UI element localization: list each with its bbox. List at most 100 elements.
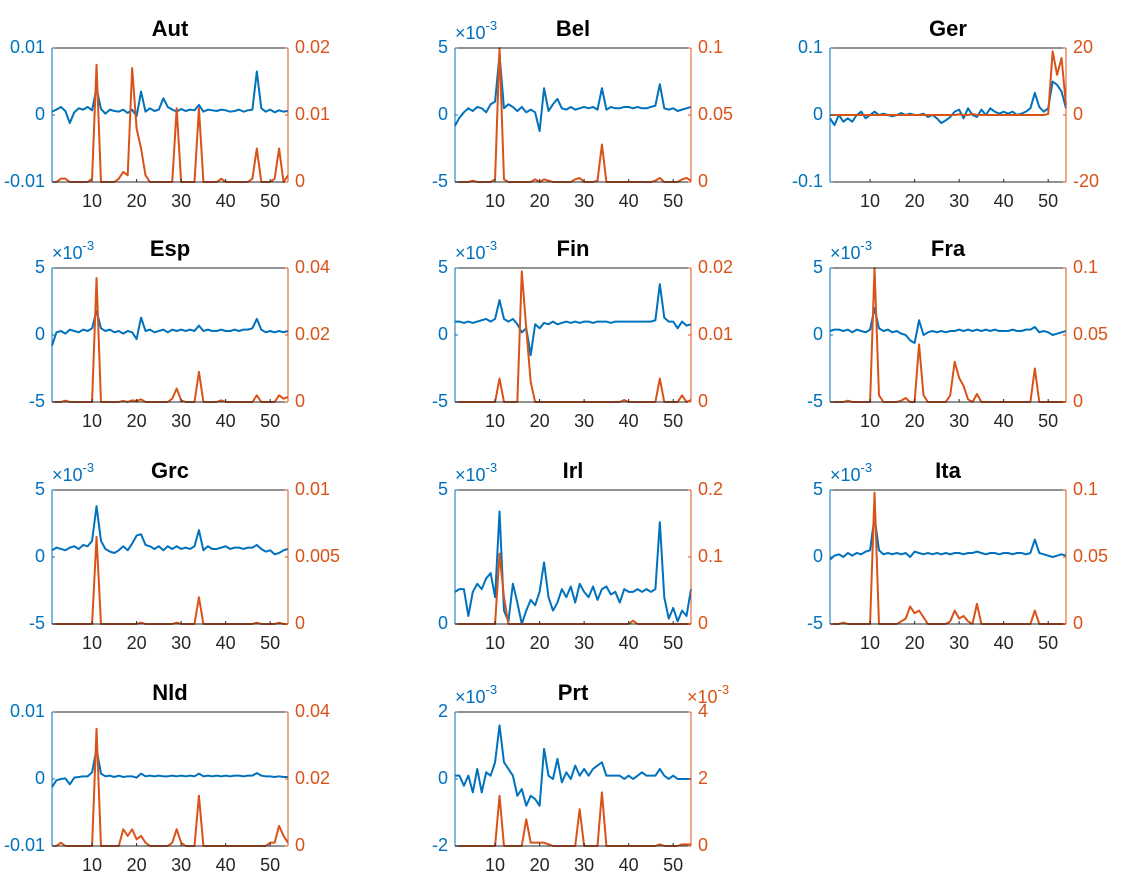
y-tick-label: 5 — [813, 479, 823, 499]
axis-multiplier: ×10-3 — [455, 460, 497, 484]
y-tick-label: -5 — [432, 171, 448, 191]
y-tick-label: 0 — [438, 613, 448, 633]
series-line — [51, 309, 289, 347]
y-tick-label: 5 — [35, 479, 45, 499]
series-line — [829, 307, 1067, 345]
multiplier-exponent: -3 — [83, 238, 95, 253]
x-tick-label: 10 — [485, 191, 505, 211]
y-tick-label: -5 — [29, 391, 45, 411]
x-tick-label: 10 — [82, 633, 102, 653]
x-tick-label: 40 — [216, 411, 236, 431]
y-tick-label: 0.01 — [10, 701, 45, 721]
y-tick-label: 0.01 — [10, 37, 45, 57]
series-line — [52, 277, 289, 403]
y-tick-label: 5 — [438, 479, 448, 499]
y-tick-label: -2 — [432, 835, 448, 855]
x-tick-label: 50 — [663, 411, 683, 431]
y2-tick-label: 0.05 — [1073, 546, 1108, 566]
multiplier-base: ×10 — [830, 243, 861, 263]
y2-tick-label: 0.1 — [698, 546, 723, 566]
series-line — [454, 53, 692, 133]
subplot: 10 20 30 40 50 -0.01 0 0.01 0 0.01 0.02 Aut — [4, 16, 330, 211]
series-line — [51, 747, 288, 788]
multiplier-base: ×10 — [687, 687, 718, 707]
x-tick-label: 20 — [127, 633, 147, 653]
y2-tick-label: 0 — [295, 613, 305, 633]
x-tick-label: 10 — [485, 411, 505, 431]
y-tick-label: 0 — [35, 768, 45, 788]
y-tick-label: 0 — [813, 546, 823, 566]
y2-tick-label: 0 — [698, 835, 708, 855]
x-tick-label: 20 — [530, 191, 550, 211]
y2-tick-label: 0 — [1073, 104, 1083, 124]
y2-tick-label: 0.01 — [698, 324, 733, 344]
y2-tick-label: 2 — [698, 768, 708, 788]
y2-tick-label: 0.02 — [295, 324, 330, 344]
x-tick-label: 30 — [574, 191, 594, 211]
series-line — [52, 535, 288, 625]
x-tick-label: 50 — [1038, 411, 1058, 431]
y2-tick-label: 0 — [1073, 613, 1083, 633]
x-tick-label: 30 — [574, 411, 594, 431]
x-tick-label: 50 — [663, 855, 683, 875]
chart-title: Fin — [557, 236, 590, 261]
series-line — [52, 63, 289, 183]
y2-tick-label: 0.02 — [698, 257, 733, 277]
y2-tick-label: 0.01 — [295, 104, 330, 124]
axis-multiplier: ×10-3 — [52, 460, 94, 484]
series-line — [455, 791, 691, 847]
axis-multiplier: ×10-3 — [455, 238, 497, 262]
x-tick-label: 20 — [127, 855, 147, 875]
y-tick-label: 0 — [35, 104, 45, 124]
x-tick-label: 40 — [216, 191, 236, 211]
multiplier-exponent: -3 — [83, 460, 95, 475]
subplot: 10 20 30 40 50 -0.1 0 0.1 -20 0 20 Ger — [792, 16, 1099, 211]
y-tick-label: -0.01 — [4, 835, 45, 855]
x-tick-label: 20 — [905, 633, 925, 653]
y2-tick-label: 0.04 — [295, 257, 330, 277]
x-tick-label: 30 — [574, 855, 594, 875]
y2-tick-label: 0.005 — [295, 546, 340, 566]
y-tick-label: 5 — [438, 257, 448, 277]
x-tick-label: 10 — [485, 633, 505, 653]
x-tick-label: 30 — [949, 191, 969, 211]
series-line — [52, 727, 289, 847]
x-tick-label: 50 — [1038, 191, 1058, 211]
x-tick-label: 30 — [574, 633, 594, 653]
y-tick-label: 5 — [813, 257, 823, 277]
multiplier-exponent: -3 — [486, 682, 498, 697]
y2-tick-label: 0.05 — [1073, 324, 1108, 344]
y2-tick-label: 0 — [295, 391, 305, 411]
y2-tick-label: 0 — [295, 171, 305, 191]
series-line — [830, 267, 1066, 403]
axis-multiplier: ×10-3 — [455, 682, 497, 706]
y-tick-label: 0 — [813, 324, 823, 344]
series-line — [455, 270, 692, 403]
x-tick-label: 20 — [127, 191, 147, 211]
multiplier-base: ×10 — [52, 243, 83, 263]
x-tick-label: 20 — [530, 633, 550, 653]
y-tick-label: 0 — [35, 546, 45, 566]
series-line — [454, 510, 692, 625]
y-tick-label: -5 — [29, 613, 45, 633]
chart-title: Grc — [151, 458, 189, 483]
x-tick-label: 50 — [260, 855, 280, 875]
y2-tick-label: 0.2 — [698, 479, 723, 499]
x-tick-label: 20 — [905, 191, 925, 211]
x-tick-label: 40 — [216, 855, 236, 875]
x-tick-label: 50 — [260, 633, 280, 653]
y2-tick-label: 0.1 — [698, 37, 723, 57]
x-tick-label: 20 — [905, 411, 925, 431]
x-tick-label: 10 — [860, 191, 880, 211]
y2-tick-label: 0.04 — [295, 701, 330, 721]
y2-tick-label: 0.02 — [295, 37, 330, 57]
y2-tick-label: 0.1 — [1073, 479, 1098, 499]
series-line — [51, 70, 289, 125]
y-tick-label: 0 — [438, 104, 448, 124]
series-line — [455, 724, 691, 807]
y-tick-label: -5 — [807, 613, 823, 633]
x-tick-label: 20 — [530, 855, 550, 875]
